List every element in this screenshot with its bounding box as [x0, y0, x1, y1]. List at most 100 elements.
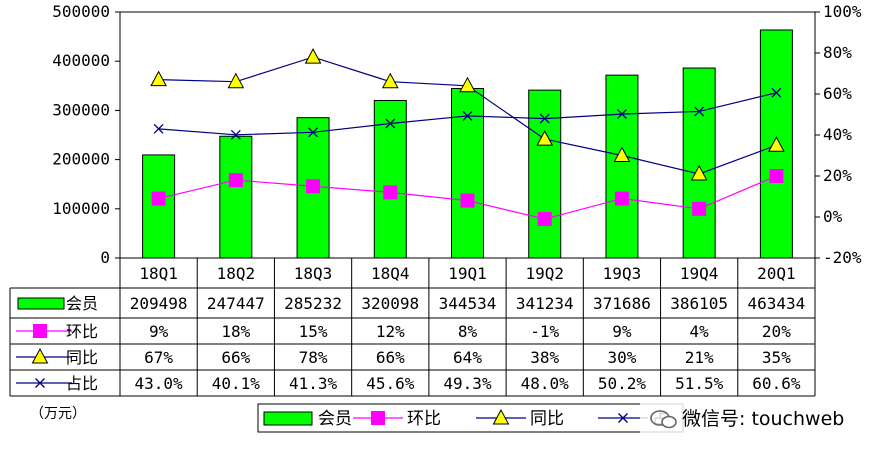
legend: 会员环比同比占 — [257, 403, 684, 433]
cell-会员-18Q4: 320098 — [361, 294, 419, 313]
bar-19Q4 — [682, 67, 716, 259]
point-同比-19Q3 — [613, 146, 631, 162]
row-name-环比: 环比 — [66, 322, 98, 341]
cell-环比-18Q2: 18% — [221, 322, 250, 341]
right-axis-tick-label: 60% — [823, 84, 852, 103]
watermark-text: 微信号: touchweb — [682, 408, 844, 430]
category-label-18Q3: 18Q3 — [294, 264, 333, 283]
watermark-backdrop — [640, 400, 880, 434]
cell-会员-19Q4: 386105 — [670, 294, 728, 313]
cell-占比-18Q3: 41.3% — [289, 374, 338, 393]
cell-会员-19Q3: 371686 — [593, 294, 651, 313]
cell-占比-18Q2: 40.1% — [212, 374, 261, 393]
left-axis-tick-label: 200000 — [52, 150, 110, 169]
left-axis-tick-label: 500000 — [52, 2, 110, 21]
category-label-19Q4: 19Q4 — [680, 264, 719, 283]
cell-占比-18Q4: 45.6% — [366, 374, 415, 393]
cell-占比-19Q1: 49.3% — [443, 374, 492, 393]
cell-同比-19Q4: 21% — [685, 348, 714, 367]
legend-key-marker-环比 — [371, 411, 385, 425]
point-同比-18Q4 — [381, 72, 399, 89]
cell-同比-19Q2: 38% — [530, 348, 559, 367]
category-label-19Q2: 19Q2 — [525, 264, 564, 283]
cell-会员-18Q2: 247447 — [207, 294, 265, 313]
point-环比-18Q2 — [228, 173, 243, 188]
legend-key-marker-占比 — [618, 413, 628, 423]
cell-环比-19Q3: 9% — [612, 322, 632, 341]
legend-key-会员 — [263, 411, 313, 426]
bar-18Q4 — [373, 100, 407, 259]
point-同比-19Q4 — [690, 164, 708, 181]
left-axis-tick-label: 300000 — [52, 100, 110, 119]
legend-label-会员: 会员 — [318, 409, 352, 429]
category-label-18Q4: 18Q4 — [371, 264, 410, 283]
point-占比-20Q1 — [771, 87, 782, 98]
point-环比-19Q1 — [460, 193, 475, 208]
cell-环比-19Q4: 4% — [690, 322, 710, 341]
point-同比-18Q1 — [150, 70, 167, 87]
cell-同比-18Q2: 66% — [221, 348, 250, 367]
right-axis-tick-label: 20% — [823, 166, 852, 185]
point-占比-19Q3 — [616, 109, 627, 120]
category-label-18Q2: 18Q2 — [217, 264, 256, 283]
point-环比-18Q1 — [151, 191, 166, 206]
cell-环比-18Q4: 12% — [376, 322, 405, 341]
row-name-同比: 同比 — [66, 348, 98, 367]
cell-会员-18Q1: 209498 — [130, 294, 188, 313]
point-环比-18Q4 — [383, 185, 398, 200]
row-key-marker-占比 — [35, 378, 45, 388]
point-同比-19Q2 — [536, 130, 554, 146]
row-key-会员 — [17, 297, 65, 310]
plot-area: 0 100000 200000 300000 400000 500000 -20% 0% 20%… — [52, 2, 862, 267]
cell-同比-20Q1: 35% — [762, 348, 791, 367]
row-key-marker-环比 — [33, 324, 47, 338]
cell-会员-20Q1: 463434 — [747, 294, 805, 313]
category-label-19Q3: 19Q3 — [603, 264, 642, 283]
cell-同比-19Q1: 64% — [453, 348, 482, 367]
right-axis-tick-label: 80% — [823, 43, 852, 62]
cell-环比-19Q1: 8% — [458, 322, 478, 341]
legend-label-同比: 同比 — [530, 409, 564, 429]
bar-18Q1 — [142, 154, 176, 259]
point-同比-18Q2 — [227, 72, 245, 89]
watermark: 微信号: touchweb — [640, 400, 880, 434]
cell-会员-18Q3: 285232 — [284, 294, 342, 313]
cell-同比-18Q4: 66% — [376, 348, 405, 367]
category-label-18Q1: 18Q1 — [139, 264, 178, 283]
cell-同比-18Q3: 78% — [299, 348, 328, 367]
cell-同比-19Q3: 30% — [607, 348, 636, 367]
point-同比-18Q3 — [304, 48, 322, 64]
cell-会员-19Q1: 344534 — [439, 294, 497, 313]
row-key-marker-同比 — [31, 347, 49, 364]
point-占比-18Q4 — [385, 118, 396, 129]
cell-占比-18Q1: 43.0% — [135, 374, 184, 393]
row-name-占比: 占比 — [66, 374, 98, 393]
data-table: 18Q1 18Q2 18Q3 18Q4 19Q1 19Q2 19Q3 19Q4 20Q1 会员 20… — [9, 258, 816, 397]
right-axis-tick-label: 100% — [823, 2, 862, 21]
cell-占比-19Q2: 48.0% — [521, 374, 570, 393]
cell-环比-20Q1: 20% — [762, 322, 791, 341]
left-axis-tick-label: 0 — [100, 248, 110, 267]
cell-占比-19Q4: 51.5% — [675, 374, 724, 393]
category-label-20Q1: 20Q1 — [757, 264, 796, 283]
point-占比-18Q1 — [153, 123, 164, 134]
right-axis-tick-label: -20% — [823, 248, 862, 267]
bar-18Q2 — [219, 135, 253, 259]
cell-会员-19Q2: 341234 — [516, 294, 574, 313]
point-占比-19Q4 — [694, 106, 705, 117]
cell-环比-19Q2: -1% — [530, 322, 559, 341]
unit-label: （万元） — [30, 406, 86, 422]
point-同比-19Q1 — [459, 76, 476, 93]
bar-19Q1 — [451, 87, 484, 259]
point-环比-19Q3 — [614, 191, 629, 206]
cell-环比-18Q1: 9% — [149, 322, 169, 341]
right-axis-tick-label: 0% — [823, 207, 843, 226]
cell-占比-20Q1: 60.6% — [752, 374, 801, 393]
row-name-会员: 会员 — [66, 294, 98, 313]
bar-19Q2 — [528, 89, 562, 259]
point-环比-19Q4 — [692, 201, 707, 216]
point-环比-20Q1 — [769, 169, 784, 183]
point-同比-20Q1 — [768, 136, 785, 152]
cell-环比-18Q3: 15% — [299, 322, 328, 341]
point-环比-19Q2 — [537, 212, 552, 227]
